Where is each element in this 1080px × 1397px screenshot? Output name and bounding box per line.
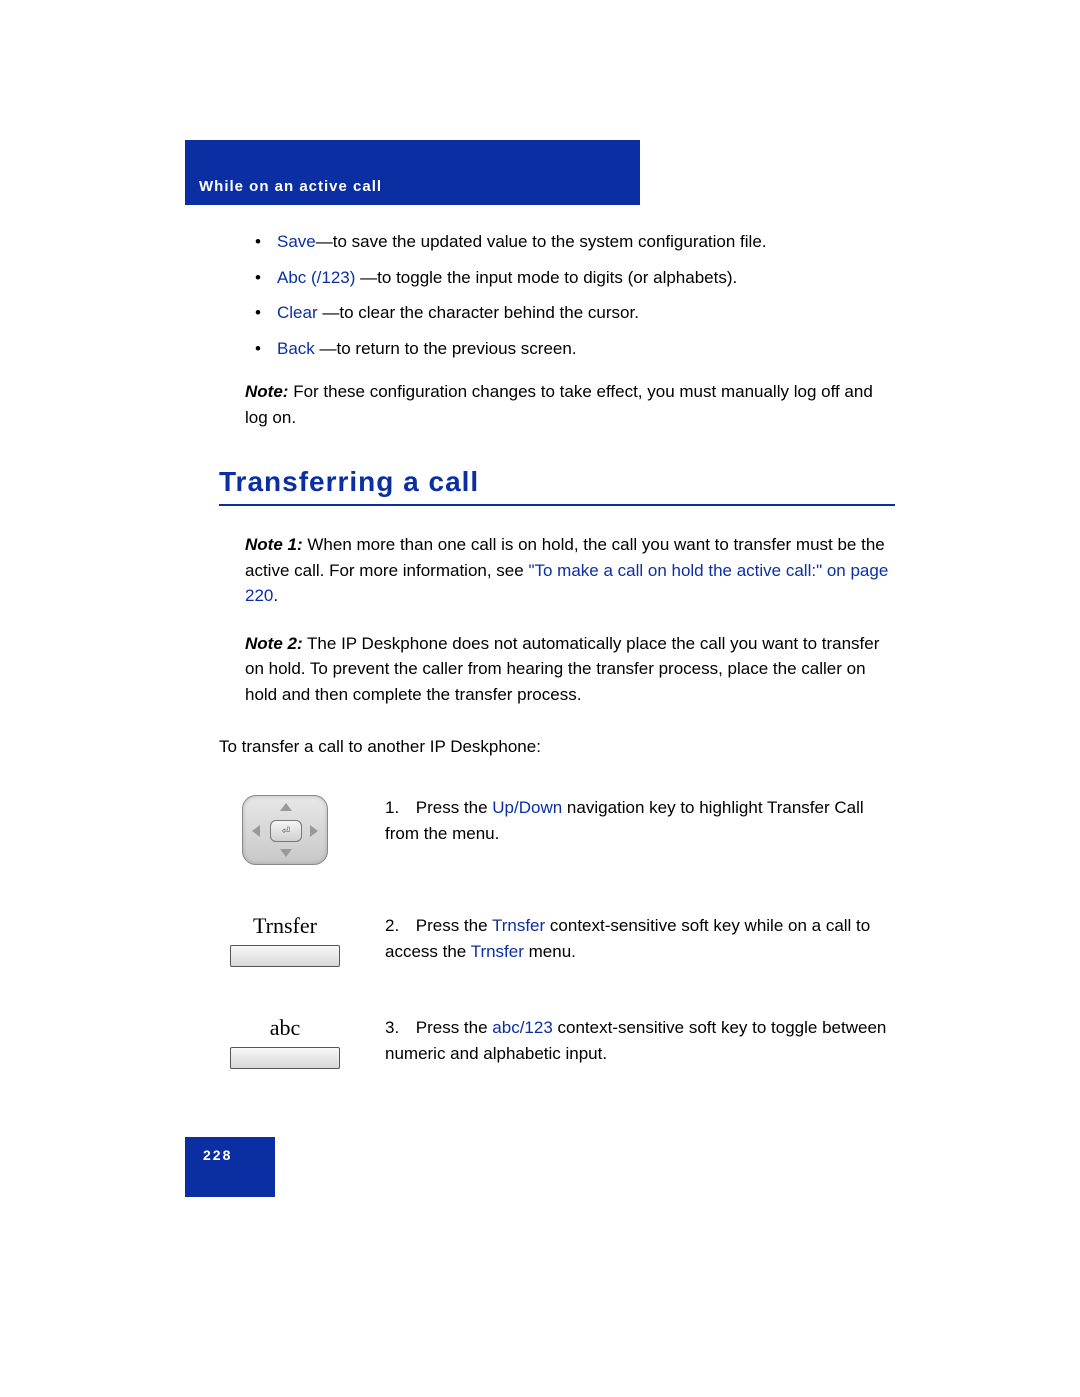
step-icon: Trnsfer [185, 913, 385, 967]
step-pre: Press the [416, 1018, 493, 1037]
note-text-after: . [273, 586, 278, 605]
step-row: abc 3. Press the abc/123 context-sensiti… [185, 1015, 905, 1069]
bullet-desc: —to toggle the input mode to digits (or … [360, 268, 737, 287]
navigation-key-icon: ⏎ [242, 795, 328, 865]
arrow-left-icon [252, 825, 260, 837]
bullet-item: • Clear —to clear the character behind t… [255, 300, 895, 326]
bullet-desc: —to save the updated value to the system… [316, 232, 767, 251]
bullet-marker: • [255, 229, 277, 255]
config-note: Note: For these configuration changes to… [245, 379, 895, 430]
note-label: Note 2: [245, 634, 303, 653]
step-term: Up/Down [492, 798, 562, 817]
bullet-desc: —to clear the character behind the curso… [322, 303, 639, 322]
arrow-up-icon [280, 803, 292, 811]
bullet-desc: —to return to the previous screen. [320, 339, 577, 358]
step-icon: abc [185, 1015, 385, 1069]
bullet-marker: • [255, 265, 277, 291]
note-label: Note 1: [245, 535, 303, 554]
bullet-marker: • [255, 336, 277, 362]
note-2: Note 2: The IP Deskphone does not automa… [245, 631, 895, 708]
bullet-item: • Abc (/123) —to toggle the input mode t… [255, 265, 895, 291]
step-icon: ⏎ [185, 795, 385, 865]
bullet-term: Abc (/123) [277, 268, 355, 287]
step-number: 1. [385, 795, 411, 821]
step-pre: Press the [416, 916, 492, 935]
bullet-term: Back [277, 339, 315, 358]
step-post: menu. [524, 942, 576, 961]
softkey-icon: Trnsfer [230, 913, 340, 967]
bullet-marker: • [255, 300, 277, 326]
step-term: Trnsfer [492, 916, 545, 935]
note-text: The IP Deskphone does not automatically … [245, 634, 879, 704]
step-term: abc/123 [492, 1018, 553, 1037]
note-1: Note 1: When more than one call is on ho… [245, 532, 895, 609]
bullet-item: • Back —to return to the previous screen… [255, 336, 895, 362]
bullet-term: Save [277, 232, 316, 251]
softkey-label: abc [270, 1015, 301, 1041]
page-footer: 228 [185, 1137, 275, 1197]
step-row: Trnsfer 2. Press the Trnsfer context-sen… [185, 913, 905, 967]
bullet-item: • Save—to save the updated value to the … [255, 229, 895, 255]
arrow-down-icon [280, 849, 292, 857]
step-pre: Press the [416, 798, 493, 817]
step-number: 3. [385, 1015, 411, 1041]
softkey-button-icon [230, 945, 340, 967]
section-rule [219, 504, 895, 506]
step-number: 2. [385, 913, 411, 939]
page-number: 228 [203, 1147, 232, 1163]
arrow-right-icon [310, 825, 318, 837]
bullet-list: • Save—to save the updated value to the … [255, 229, 895, 361]
step-term: Trnsfer [471, 942, 524, 961]
procedure-intro: To transfer a call to another IP Deskpho… [219, 737, 905, 757]
section-title: Transferring a call [219, 466, 905, 498]
softkey-button-icon [230, 1047, 340, 1069]
header-bar: While on an active call [185, 140, 640, 205]
nav-center-button-icon: ⏎ [270, 820, 302, 842]
document-page: While on an active call • Save—to save t… [185, 140, 905, 1117]
softkey-icon: abc [230, 1015, 340, 1069]
step-text: 1. Press the Up/Down navigation key to h… [385, 795, 905, 846]
softkey-label: Trnsfer [253, 913, 317, 939]
step-text: 2. Press the Trnsfer context-sensitive s… [385, 913, 905, 964]
note-text: For these configuration changes to take … [245, 382, 873, 427]
header-title: While on an active call [199, 178, 626, 195]
bullet-term: Clear [277, 303, 318, 322]
note-label: Note: [245, 382, 288, 401]
step-text: 3. Press the abc/123 context-sensitive s… [385, 1015, 905, 1066]
step-row: ⏎ 1. Press the Up/Down navigation key to… [185, 795, 905, 865]
